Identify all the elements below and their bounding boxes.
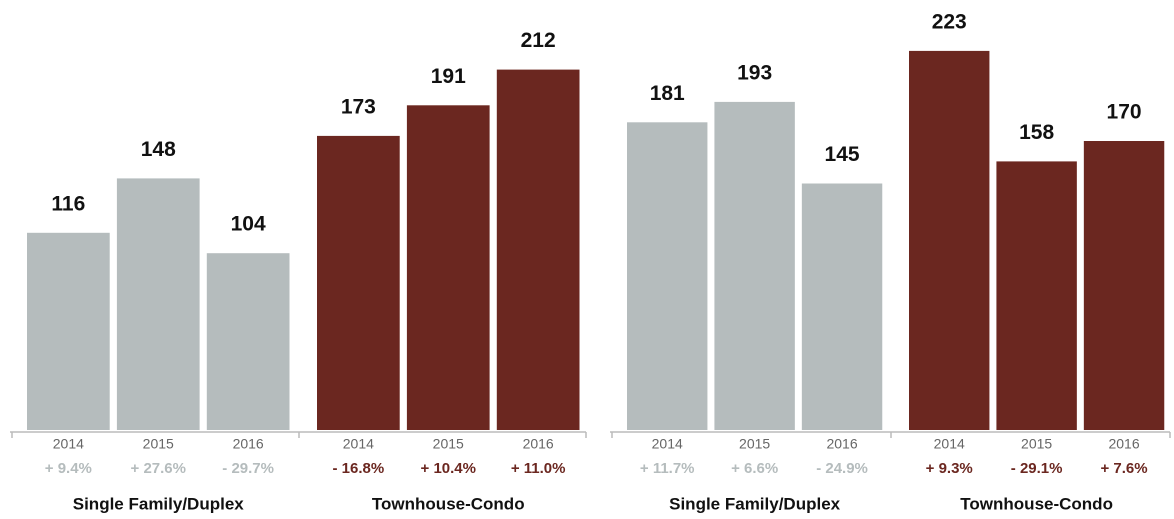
year-label: 2014 <box>343 436 374 452</box>
value-label: 173 <box>341 95 376 118</box>
year-label: 2014 <box>652 436 683 452</box>
bar <box>801 183 883 430</box>
year-label: 2015 <box>143 436 174 452</box>
change-label: + 6.6% <box>731 460 778 477</box>
year-label: 2016 <box>233 436 264 452</box>
value-label: 223 <box>932 10 967 33</box>
change-label: + 11.7% <box>640 460 695 477</box>
value-label: 212 <box>521 29 556 52</box>
group-label: Single Family/Duplex <box>669 494 841 513</box>
bar <box>317 135 400 430</box>
bar <box>996 161 1077 430</box>
year-label: 2015 <box>1021 436 1052 452</box>
value-label: 191 <box>431 65 466 88</box>
value-label: 170 <box>1107 101 1142 124</box>
bar <box>1083 141 1165 430</box>
bar <box>496 69 580 430</box>
change-label: - 29.7% <box>222 460 274 477</box>
change-label: + 27.6% <box>131 460 186 477</box>
year-label: 2015 <box>739 436 770 452</box>
year-label: 2016 <box>826 436 857 452</box>
change-label: - 24.9% <box>816 460 868 477</box>
group-label: Townhouse-Condo <box>960 494 1113 513</box>
year-label: 2016 <box>1108 436 1139 452</box>
year-label: 2016 <box>523 436 554 452</box>
change-label: + 10.4% <box>421 460 476 477</box>
value-label: 116 <box>51 192 85 215</box>
bar <box>714 101 795 431</box>
bar <box>116 178 200 430</box>
value-label: 158 <box>1019 121 1054 144</box>
bar <box>909 50 990 431</box>
value-label: 145 <box>825 143 860 166</box>
group-label: Townhouse-Condo <box>372 494 525 513</box>
bar <box>27 232 110 430</box>
bar <box>206 253 290 430</box>
value-label: 148 <box>141 138 176 161</box>
change-label: - 29.1% <box>1011 460 1063 477</box>
change-label: + 9.3% <box>926 460 973 477</box>
value-label: 181 <box>650 82 685 105</box>
year-label: 2014 <box>934 436 965 452</box>
year-label: 2014 <box>53 436 84 452</box>
value-label: 193 <box>737 61 772 84</box>
bar <box>406 105 490 431</box>
change-label: - 16.8% <box>333 460 385 477</box>
change-label: + 7.6% <box>1100 460 1147 477</box>
change-label: + 11.0% <box>511 460 566 477</box>
value-label: 104 <box>231 213 266 236</box>
change-label: + 9.4% <box>45 460 92 477</box>
bar <box>627 122 708 431</box>
group-label: Single Family/Duplex <box>73 494 245 513</box>
year-label: 2015 <box>433 436 464 452</box>
